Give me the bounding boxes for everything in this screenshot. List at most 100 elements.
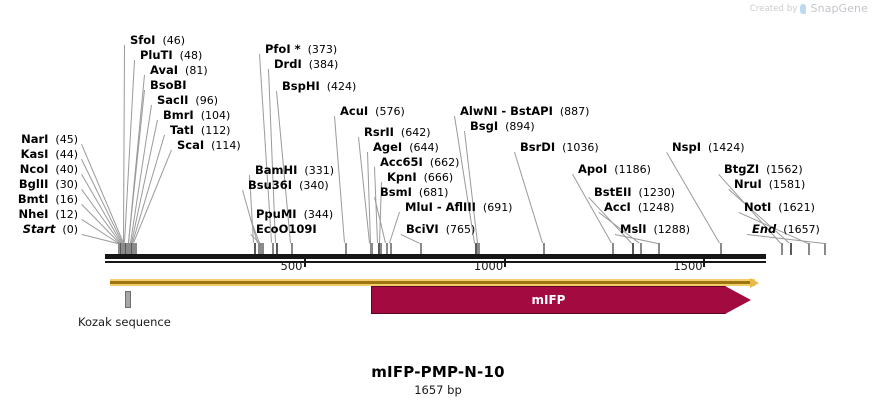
restriction-site-tick[interactable] [380, 243, 382, 255]
feature-kozak-sequence-box[interactable] [125, 291, 131, 308]
restriction-site-tick[interactable] [790, 243, 792, 255]
enzyme-name: PluTI [140, 48, 173, 62]
restriction-site-label-bcivi[interactable]: BciVI (765) [406, 223, 475, 236]
restriction-site-label-nari[interactable]: NarI (45) [21, 133, 78, 146]
enzyme-position: (1288) [646, 223, 691, 236]
restriction-site-label-bamhi[interactable]: BamHI (331) [255, 164, 334, 177]
restriction-site-tick[interactable] [254, 243, 256, 255]
restriction-site-tick[interactable] [370, 243, 372, 255]
restriction-site-tick[interactable] [258, 243, 260, 255]
enzyme-name: TatI [170, 123, 194, 137]
restriction-site-tick[interactable] [824, 243, 826, 255]
restriction-site-tick[interactable] [126, 243, 128, 255]
restriction-site-label-bsteii[interactable]: BstEII (1230) [594, 186, 675, 199]
restriction-site-label-bsu36i[interactable]: Bsu36I (340) [248, 179, 329, 192]
restriction-site-label-rsrii[interactable]: RsrII (642) [364, 126, 431, 139]
restriction-site-tick[interactable] [632, 243, 634, 255]
restriction-site-tick[interactable] [477, 243, 479, 255]
enzyme-position: (16) [48, 193, 78, 206]
restriction-site-label-bglii[interactable]: BglII (30) [19, 178, 78, 191]
restriction-site-label-end[interactable]: End (1657) [752, 223, 820, 236]
restriction-site-label-acci[interactable]: AccI (1248) [604, 201, 674, 214]
restriction-site-label-scai[interactable]: ScaI (114) [177, 139, 241, 152]
restriction-site-tick[interactable] [781, 243, 783, 255]
restriction-site-label-pfoi[interactable]: PfoI * (373) [265, 43, 337, 56]
restriction-site-label-bsgi[interactable]: BsgI (894) [470, 120, 535, 133]
restriction-site-tick[interactable] [475, 243, 477, 255]
restriction-site-tick[interactable] [612, 243, 614, 255]
restriction-site-label-bsobi[interactable]: BsoBI [150, 79, 187, 91]
restriction-site-label-btgzi[interactable]: BtgZI (1562) [724, 163, 803, 176]
restriction-site-label-pluti[interactable]: PluTI (48) [140, 49, 202, 62]
restriction-site-label-kpni[interactable]: KpnI (666) [387, 171, 453, 184]
restriction-site-label-ecoo109i[interactable]: EcoO109I [256, 223, 317, 235]
restriction-site-tick[interactable] [640, 243, 642, 255]
restriction-site-tick[interactable] [371, 243, 373, 255]
restriction-site-label-sfoi[interactable]: SfoI (46) [130, 34, 185, 47]
restriction-site-label-ppumi[interactable]: PpuMI (344) [256, 208, 333, 221]
restriction-site-tick[interactable] [124, 243, 126, 255]
restriction-site-label-kasi[interactable]: KasI (44) [21, 148, 78, 161]
restriction-site-tick[interactable] [378, 243, 380, 255]
restriction-site-label-bsphi[interactable]: BspHI (424) [282, 80, 356, 93]
restriction-site-tick[interactable] [119, 243, 121, 255]
restriction-site-label-nrui[interactable]: NruI (1581) [734, 178, 805, 191]
restriction-site-tick[interactable] [129, 243, 131, 255]
restriction-site-label-avai[interactable]: AvaI (81) [150, 64, 208, 77]
restriction-site-tick[interactable] [390, 243, 392, 255]
restriction-site-label-msli[interactable]: MslI (1288) [620, 223, 690, 236]
restriction-site-tick[interactable] [125, 243, 127, 255]
restriction-site-label-nspi[interactable]: NspI (1424) [672, 141, 745, 154]
restriction-site-tick[interactable] [132, 243, 134, 255]
restriction-site-label-noti[interactable]: NotI (1621) [744, 201, 815, 214]
restriction-site-label-apoi[interactable]: ApoI (1186) [578, 163, 651, 176]
restriction-site-tick[interactable] [130, 243, 132, 255]
restriction-site-label-sacii[interactable]: SacII (96) [157, 94, 218, 107]
restriction-site-tick[interactable] [808, 243, 810, 255]
restriction-site-tick[interactable] [345, 243, 347, 255]
restriction-site-tick[interactable] [131, 243, 133, 255]
restriction-site-label-nhei[interactable]: NheI (12) [19, 208, 78, 221]
restriction-site-label-ncoi[interactable]: NcoI (40) [20, 163, 78, 176]
restriction-site-label-alwni[interactable]: AlwNI - BstAPI (887) [460, 105, 589, 118]
restriction-site-label-acui[interactable]: AcuI (576) [340, 105, 405, 118]
restriction-site-label-bmti[interactable]: BmtI (16) [18, 193, 78, 206]
restriction-site-tick[interactable] [720, 243, 722, 255]
enzyme-name: MluI - AflIII [405, 200, 476, 214]
restriction-site-tick[interactable] [272, 243, 274, 255]
restriction-site-tick[interactable] [121, 243, 123, 255]
enzyme-position: (48) [172, 49, 203, 62]
restriction-site-tick[interactable] [478, 243, 480, 255]
restriction-site-label-bmri[interactable]: BmrI (104) [163, 109, 230, 122]
restriction-site-label-acc65i[interactable]: Acc65I (662) [380, 156, 459, 169]
restriction-site-tick[interactable] [123, 243, 125, 255]
restriction-site-tick[interactable] [291, 243, 293, 255]
restriction-site-label-start[interactable]: Start (0) [23, 223, 78, 236]
restriction-site-tick[interactable] [658, 243, 660, 255]
restriction-site-tick[interactable] [120, 243, 122, 255]
feature-mifp-arrow[interactable]: mIFP [371, 286, 751, 314]
restriction-site-tick[interactable] [262, 243, 264, 255]
restriction-site-label-mlui[interactable]: MluI - AflIII (691) [405, 201, 512, 214]
restriction-site-label-bsrdi[interactable]: BsrDI (1036) [520, 141, 599, 154]
restriction-site-label-drdi[interactable]: DrdI (384) [274, 58, 338, 71]
enzyme-name: SfoI [130, 33, 156, 47]
restriction-site-tick[interactable] [420, 243, 422, 255]
enzyme-position: (681) [411, 186, 449, 199]
restriction-site-label-bsmi[interactable]: BsmI (681) [380, 186, 448, 199]
restriction-site-tick[interactable] [276, 243, 278, 255]
restriction-site-tick[interactable] [118, 243, 120, 255]
restriction-site-tick[interactable] [135, 243, 137, 255]
restriction-site-label-agei[interactable]: AgeI (644) [373, 141, 439, 154]
restriction-site-tick[interactable] [260, 243, 262, 255]
restriction-site-tick[interactable] [134, 243, 136, 255]
enzyme-name: AgeI [373, 140, 403, 154]
enzyme-position: (340) [292, 179, 329, 192]
watermark-brand-label: SnapGene [810, 2, 868, 15]
restriction-site-tick[interactable] [543, 243, 545, 255]
restriction-site-tick[interactable] [386, 243, 388, 255]
restriction-site-tick[interactable] [133, 243, 135, 255]
restriction-site-tick[interactable] [127, 243, 129, 255]
restriction-site-tick[interactable] [122, 243, 124, 255]
restriction-site-label-tati[interactable]: TatI (112) [170, 124, 230, 137]
